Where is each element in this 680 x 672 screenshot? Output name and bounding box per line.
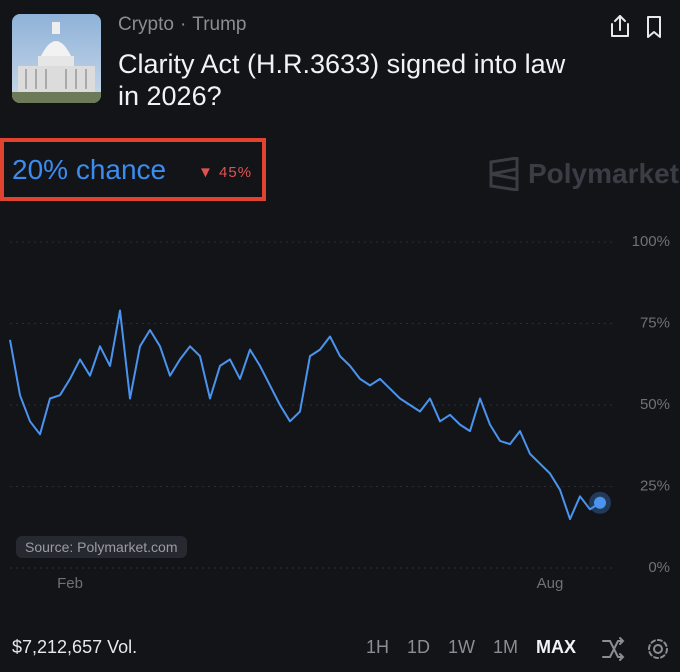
change: ▼ 45%	[198, 164, 252, 181]
x-tick-label: Aug	[537, 575, 564, 592]
actions	[611, 15, 661, 38]
tag[interactable]: Crypto	[118, 14, 174, 35]
tag[interactable]: Trump	[192, 14, 247, 35]
market-title: Clarity Act (H.R.3633) signed into law i…	[118, 49, 566, 111]
chance: 20% chance	[12, 154, 167, 185]
down-arrow: ▼	[198, 164, 214, 181]
y-tick-label: 0%	[648, 559, 670, 576]
y-tick-label: 25%	[640, 477, 670, 494]
share-button[interactable]	[611, 15, 629, 37]
price-line	[9, 309, 601, 521]
market-image	[12, 14, 101, 103]
source: Source: Polymarket.com	[16, 536, 187, 558]
y-tick-label: 50%	[640, 396, 670, 413]
timeframe-button[interactable]: 1D	[407, 637, 431, 657]
highlight-box	[0, 138, 266, 201]
timeframe-button[interactable]: 1W	[448, 637, 476, 657]
current-point	[594, 496, 606, 509]
capitol-icon	[12, 14, 101, 103]
change-value: 45%	[219, 164, 253, 181]
x-tick-label: Feb	[57, 575, 83, 592]
tags: Crypto · Trump	[118, 14, 253, 36]
shuffle-button[interactable]	[602, 637, 625, 661]
timeframe-button[interactable]: 1M	[493, 637, 519, 657]
brand-logo	[489, 157, 519, 191]
y-tick-label: 75%	[640, 314, 670, 331]
chart-controls	[602, 637, 668, 661]
timeframe-button[interactable]: 1H	[366, 637, 390, 657]
bookmark-button[interactable]	[647, 16, 661, 38]
y-tick-label: 100%	[632, 233, 670, 250]
settings-button[interactable]	[648, 639, 668, 659]
timeframes: 1H 1D 1W 1M MAX	[366, 637, 576, 658]
separator: ·	[179, 14, 187, 35]
brand: Polymarket	[528, 158, 679, 189]
chart: 0% 25% 50% 75% 100% Feb Aug	[9, 233, 670, 592]
timeframe-button[interactable]: MAX	[536, 637, 577, 657]
volume: $7,212,657 Vol.	[12, 637, 138, 657]
